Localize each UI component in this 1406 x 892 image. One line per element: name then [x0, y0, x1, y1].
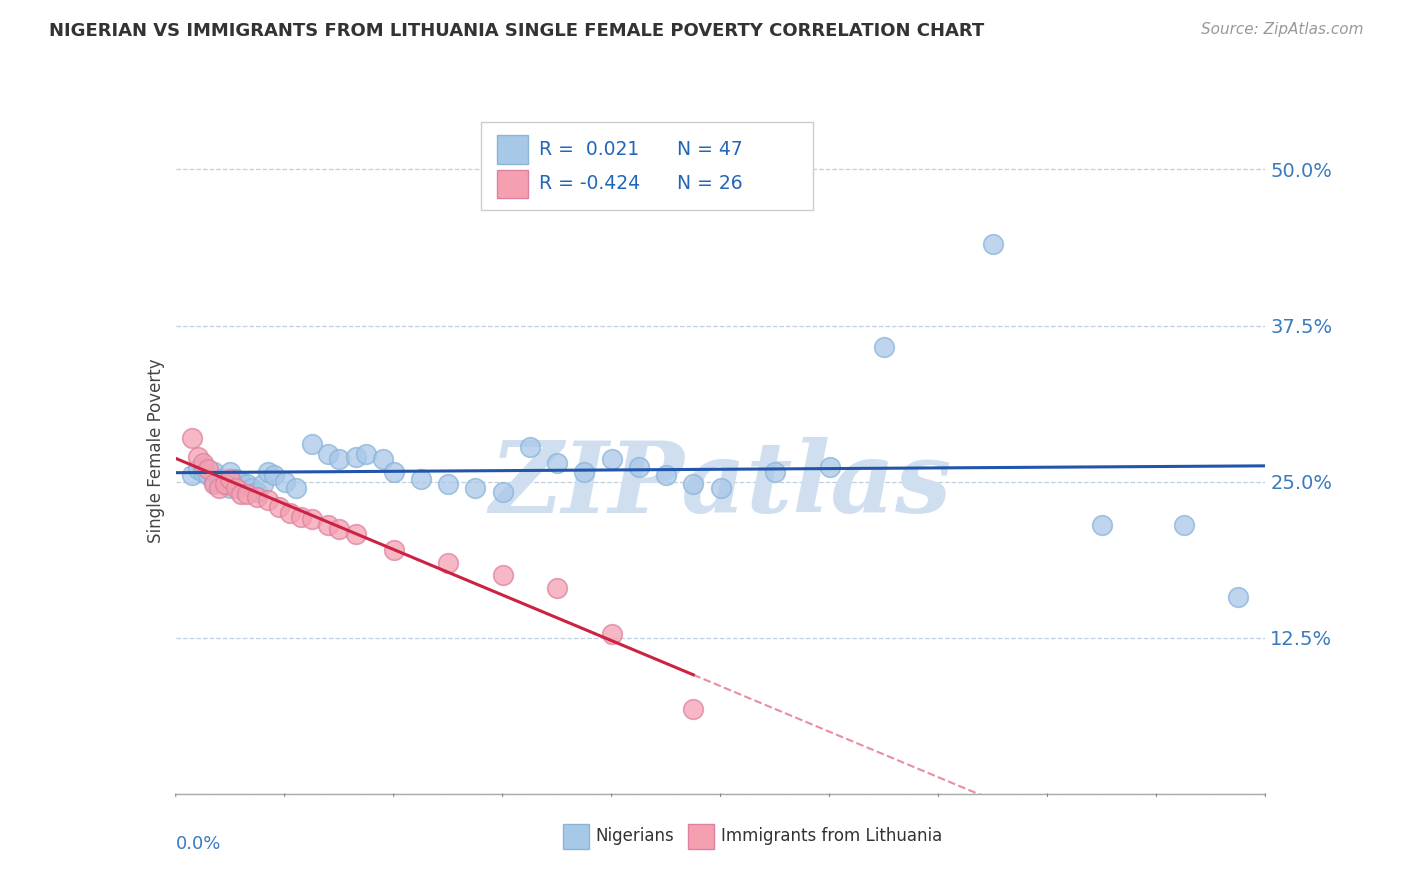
Point [191, 459, 214, 474]
Point [191, 465, 214, 479]
Point [231, 487, 253, 501]
Point [208, 481, 231, 495]
Point [225, 472, 247, 486]
Text: 0.0%: 0.0% [176, 835, 221, 853]
Point [202, 465, 225, 479]
Point [181, 468, 204, 483]
Point [519, 440, 541, 454]
Point [269, 500, 291, 514]
Point [1227, 590, 1250, 604]
Point [197, 468, 219, 483]
Point [225, 481, 247, 495]
Point [328, 522, 350, 536]
Point [682, 477, 704, 491]
Point [356, 447, 378, 461]
Point [257, 493, 280, 508]
Point [464, 481, 486, 495]
Text: Source: ZipAtlas.com: Source: ZipAtlas.com [1201, 22, 1364, 37]
Point [284, 481, 307, 495]
Point [231, 475, 253, 489]
Point [600, 627, 623, 641]
Point [344, 450, 367, 464]
FancyBboxPatch shape [688, 824, 714, 849]
Text: Nigerians: Nigerians [595, 828, 673, 846]
Text: N = 26: N = 26 [678, 175, 742, 194]
Point [301, 512, 323, 526]
Point [318, 518, 340, 533]
Point [328, 452, 350, 467]
Point [186, 462, 209, 476]
Point [371, 452, 394, 467]
Point [191, 456, 214, 470]
Point [263, 468, 285, 483]
Point [197, 462, 219, 476]
Text: ZIPatlas: ZIPatlas [489, 436, 952, 533]
Point [246, 484, 269, 499]
Point [409, 472, 432, 486]
FancyBboxPatch shape [562, 824, 589, 849]
Point [290, 509, 312, 524]
Point [382, 465, 405, 479]
Point [274, 475, 297, 489]
Text: NIGERIAN VS IMMIGRANTS FROM LITHUANIA SINGLE FEMALE POVERTY CORRELATION CHART: NIGERIAN VS IMMIGRANTS FROM LITHUANIA SI… [49, 22, 984, 40]
Point [202, 475, 225, 489]
Point [252, 477, 274, 491]
Point [492, 568, 515, 582]
FancyBboxPatch shape [481, 122, 813, 211]
Text: N = 47: N = 47 [678, 140, 742, 159]
Text: R =  0.021: R = 0.021 [538, 140, 638, 159]
Text: R = -0.424: R = -0.424 [538, 175, 640, 194]
Point [627, 459, 650, 474]
Point [710, 481, 733, 495]
Point [278, 506, 301, 520]
Point [208, 472, 231, 486]
Point [818, 459, 841, 474]
Point [981, 237, 1004, 252]
Point [1173, 518, 1195, 533]
Point [1091, 518, 1114, 533]
Y-axis label: Single Female Poverty: Single Female Poverty [146, 359, 165, 542]
Point [655, 468, 678, 483]
Point [202, 477, 225, 491]
Point [574, 465, 596, 479]
Point [546, 581, 568, 595]
Point [181, 431, 204, 445]
Point [301, 437, 323, 451]
Point [492, 484, 515, 499]
Point [763, 465, 786, 479]
Point [235, 477, 257, 491]
FancyBboxPatch shape [498, 169, 527, 198]
Point [344, 527, 367, 541]
Point [873, 340, 896, 354]
Text: Immigrants from Lithuania: Immigrants from Lithuania [721, 828, 942, 846]
Point [546, 456, 568, 470]
Point [318, 447, 340, 461]
Point [214, 477, 236, 491]
Point [437, 477, 460, 491]
Point [235, 487, 257, 501]
Point [437, 556, 460, 570]
Point [214, 477, 236, 491]
Point [257, 465, 280, 479]
Point [382, 543, 405, 558]
Point [240, 481, 263, 495]
Point [600, 452, 623, 467]
Point [246, 490, 269, 504]
Point [682, 702, 704, 716]
FancyBboxPatch shape [498, 136, 527, 164]
Point [219, 481, 242, 495]
Point [186, 450, 209, 464]
Point [219, 472, 242, 486]
Point [219, 465, 242, 479]
